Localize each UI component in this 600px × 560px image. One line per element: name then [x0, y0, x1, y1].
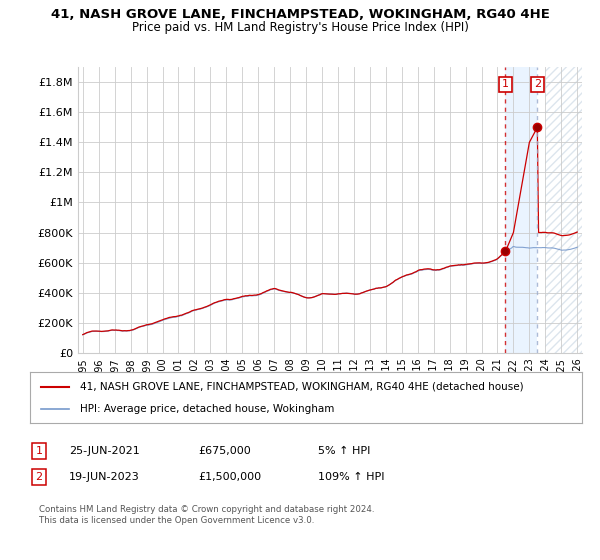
Text: Contains HM Land Registry data © Crown copyright and database right 2024.
This d: Contains HM Land Registry data © Crown c…: [39, 505, 374, 525]
Text: 1: 1: [35, 446, 43, 456]
Text: 41, NASH GROVE LANE, FINCHAMPSTEAD, WOKINGHAM, RG40 4HE (detached house): 41, NASH GROVE LANE, FINCHAMPSTEAD, WOKI…: [80, 381, 523, 391]
Text: 41, NASH GROVE LANE, FINCHAMPSTEAD, WOKINGHAM, RG40 4HE: 41, NASH GROVE LANE, FINCHAMPSTEAD, WOKI…: [50, 8, 550, 21]
Bar: [545, 67, 585, 353]
Text: HPI: Average price, detached house, Wokingham: HPI: Average price, detached house, Woki…: [80, 404, 334, 414]
Text: 109% ↑ HPI: 109% ↑ HPI: [318, 472, 385, 482]
Text: 25-JUN-2021: 25-JUN-2021: [69, 446, 140, 456]
Text: 2: 2: [534, 80, 541, 90]
Text: £1,500,000: £1,500,000: [198, 472, 261, 482]
Text: 1: 1: [502, 80, 509, 90]
Text: £675,000: £675,000: [198, 446, 251, 456]
Text: Price paid vs. HM Land Registry's House Price Index (HPI): Price paid vs. HM Land Registry's House …: [131, 21, 469, 34]
Text: 2: 2: [35, 472, 43, 482]
Bar: [505, 67, 538, 353]
Text: 5% ↑ HPI: 5% ↑ HPI: [318, 446, 370, 456]
Text: 19-JUN-2023: 19-JUN-2023: [69, 472, 140, 482]
